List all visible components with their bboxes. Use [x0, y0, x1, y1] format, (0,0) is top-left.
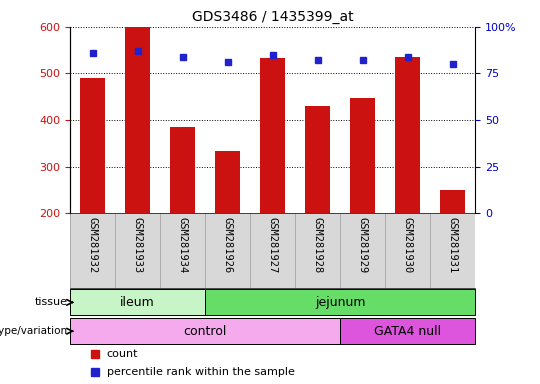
Text: GSM281927: GSM281927 — [268, 217, 278, 273]
Bar — [260, 58, 285, 213]
Text: count: count — [107, 349, 138, 359]
Text: jejunum: jejunum — [315, 296, 366, 309]
Text: GSM281934: GSM281934 — [178, 217, 188, 273]
Bar — [215, 151, 240, 213]
Text: genotype/variation: genotype/variation — [0, 326, 68, 336]
Text: GSM281926: GSM281926 — [222, 217, 233, 273]
Text: ileum: ileum — [120, 296, 155, 309]
Bar — [70, 318, 340, 344]
Bar — [395, 57, 420, 213]
Bar — [440, 190, 465, 213]
Bar — [350, 98, 375, 213]
Text: GSM281933: GSM281933 — [133, 217, 143, 273]
Bar — [170, 127, 195, 213]
Bar — [80, 78, 105, 213]
Bar — [70, 290, 205, 315]
Text: GSM281929: GSM281929 — [357, 217, 368, 273]
Bar — [125, 27, 150, 213]
Text: GSM281931: GSM281931 — [448, 217, 458, 273]
Text: control: control — [184, 325, 227, 338]
Text: GSM281928: GSM281928 — [313, 217, 323, 273]
Bar — [305, 106, 330, 213]
Title: GDS3486 / 1435399_at: GDS3486 / 1435399_at — [192, 10, 354, 25]
Text: GSM281932: GSM281932 — [87, 217, 98, 273]
Text: GATA4 null: GATA4 null — [374, 325, 441, 338]
Text: percentile rank within the sample: percentile rank within the sample — [107, 366, 294, 377]
Bar — [340, 318, 475, 344]
Text: tissue: tissue — [35, 297, 68, 308]
Bar — [205, 290, 475, 315]
Text: GSM281930: GSM281930 — [403, 217, 413, 273]
